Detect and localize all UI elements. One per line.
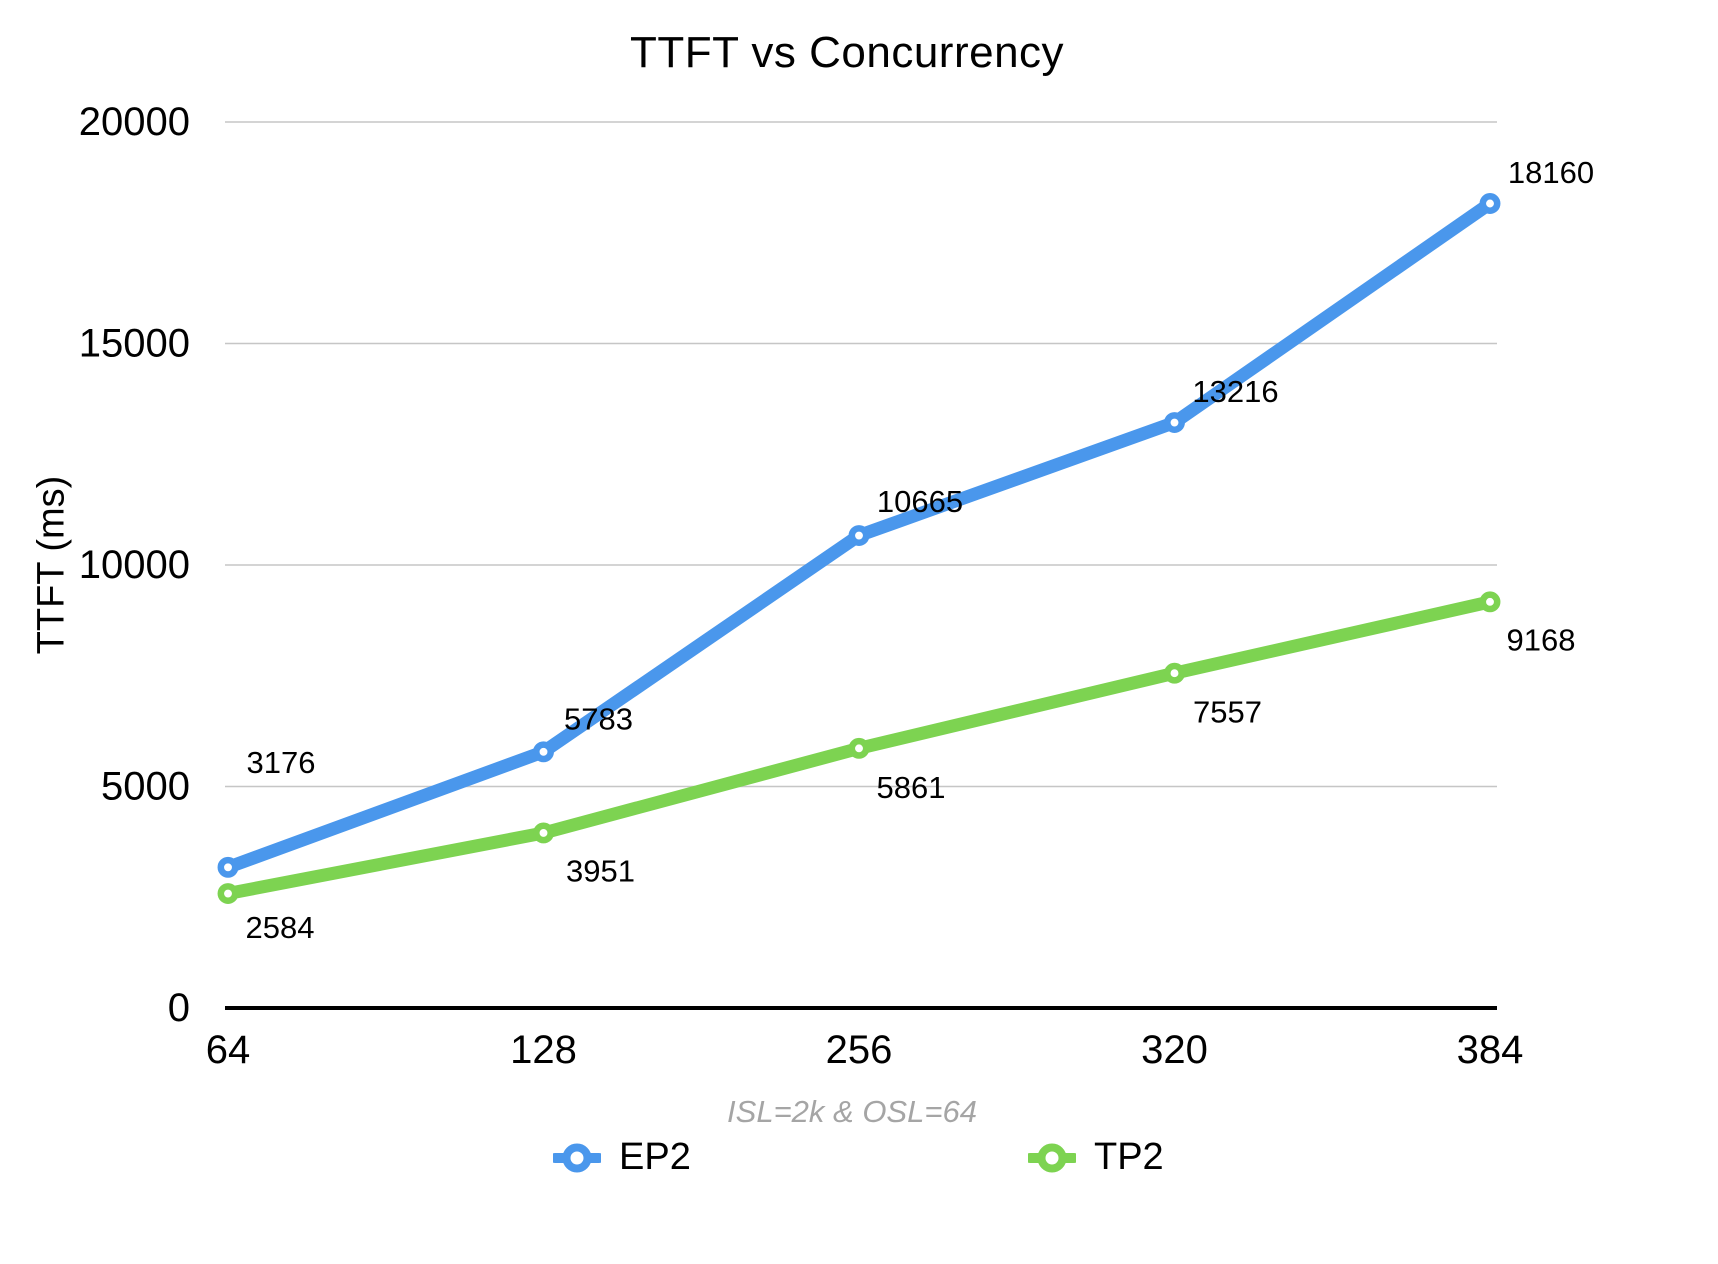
ep2-value-label: 3176 bbox=[247, 745, 316, 780]
x-tick-label: 320 bbox=[1141, 1028, 1208, 1072]
ep2-point bbox=[533, 741, 554, 763]
ep2-value-label: 5783 bbox=[564, 701, 633, 736]
tp2-legend-label: TP2 bbox=[1094, 1136, 1164, 1178]
tp2-point bbox=[1164, 662, 1185, 684]
chart-subtitle-note: ISL=2k & OSL=64 bbox=[727, 1094, 977, 1129]
y-tick-label: 10000 bbox=[79, 543, 190, 587]
ep2-point bbox=[217, 856, 239, 878]
ep2-point bbox=[848, 525, 870, 546]
ep2-value-label: 13216 bbox=[1192, 374, 1278, 409]
x-tick-label: 384 bbox=[1457, 1028, 1524, 1072]
chart-title: TTFT vs Concurrency bbox=[629, 28, 1065, 77]
y-tick-label: 15000 bbox=[79, 322, 190, 366]
ep2-legend-label: EP2 bbox=[619, 1136, 691, 1178]
y-tick-label: 5000 bbox=[101, 765, 190, 809]
ep2-series-marker-icon bbox=[553, 1143, 601, 1172]
tp2-value-label: 3951 bbox=[566, 853, 635, 888]
ep2-value-label: 18160 bbox=[1508, 155, 1594, 190]
tp2-value-label: 7557 bbox=[1193, 695, 1262, 730]
y-tick-label: 0 bbox=[168, 986, 190, 1030]
ep2-value-label: 10665 bbox=[877, 484, 963, 519]
ep2-point bbox=[1479, 193, 1501, 214]
y-tick-label: 20000 bbox=[79, 100, 190, 144]
tp2-value-label: 9168 bbox=[1507, 622, 1576, 657]
tp2-point bbox=[848, 737, 870, 759]
x-tick-label: 256 bbox=[826, 1028, 893, 1072]
tp2-point bbox=[1479, 591, 1501, 613]
tp2-series-marker-icon bbox=[1028, 1143, 1076, 1172]
tp2-point bbox=[533, 822, 554, 844]
ep2-point bbox=[1164, 412, 1185, 433]
legend-item-ep2: EP2 bbox=[553, 1136, 691, 1179]
tp2-value-label: 5861 bbox=[877, 770, 946, 805]
tp2-value-label: 2584 bbox=[246, 910, 315, 945]
x-tick-label: 64 bbox=[206, 1028, 251, 1072]
tp2-point bbox=[217, 883, 239, 904]
legend-item-tp2: TP2 bbox=[1028, 1136, 1164, 1179]
x-tick-label: 128 bbox=[510, 1028, 577, 1072]
